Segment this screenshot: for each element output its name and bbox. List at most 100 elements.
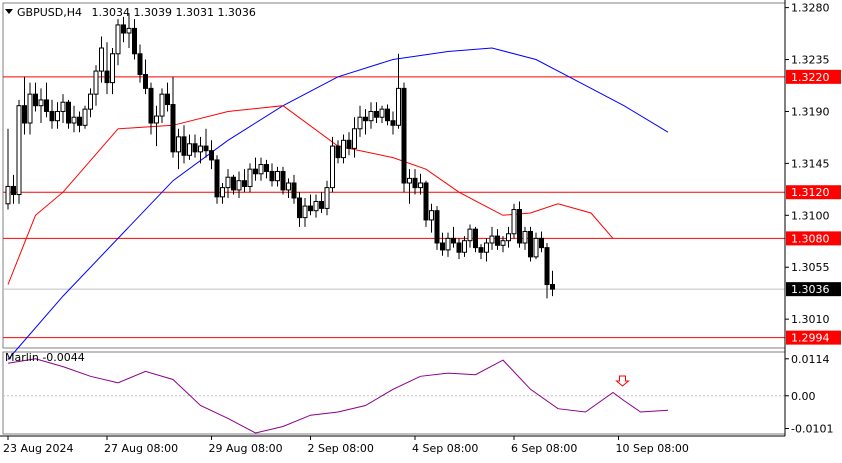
candle[interactable] — [412, 169, 418, 195]
candle[interactable] — [93, 65, 99, 106]
candle[interactable] — [258, 157, 264, 181]
candle[interactable] — [346, 132, 352, 156]
candle[interactable] — [297, 192, 302, 227]
candle[interactable] — [22, 76, 27, 135]
candle[interactable] — [209, 140, 214, 170]
candle[interactable] — [456, 238, 462, 260]
candle[interactable] — [121, 16, 126, 43]
candle[interactable] — [214, 155, 220, 204]
candle[interactable] — [484, 238, 489, 262]
candle[interactable] — [110, 48, 115, 95]
candle[interactable] — [423, 180, 429, 227]
candle[interactable] — [49, 99, 55, 129]
candle[interactable] — [170, 76, 176, 158]
candle[interactable] — [357, 105, 363, 137]
candle[interactable] — [440, 232, 445, 256]
candle[interactable] — [418, 173, 423, 195]
candle[interactable] — [203, 128, 209, 158]
candle[interactable] — [280, 166, 286, 195]
candle[interactable] — [11, 174, 16, 204]
candle[interactable] — [115, 19, 121, 66]
candle[interactable] — [308, 194, 313, 216]
candle[interactable] — [374, 102, 379, 123]
candle[interactable] — [187, 134, 192, 160]
candle[interactable] — [126, 13, 132, 48]
candle[interactable] — [341, 134, 346, 164]
collapse-triangle-icon[interactable] — [5, 9, 13, 14]
candle[interactable] — [550, 270, 555, 297]
candle[interactable] — [66, 99, 71, 129]
candle[interactable] — [38, 88, 44, 123]
candle[interactable] — [495, 229, 500, 250]
candle[interactable] — [473, 226, 478, 253]
candle[interactable] — [55, 102, 60, 129]
candle[interactable] — [445, 232, 451, 257]
candle[interactable] — [390, 111, 396, 135]
candle[interactable] — [478, 244, 484, 260]
candle[interactable] — [165, 82, 170, 112]
candle[interactable] — [44, 82, 49, 118]
candle[interactable] — [528, 226, 533, 262]
candle[interactable] — [302, 198, 308, 227]
candle[interactable] — [137, 44, 143, 83]
candle[interactable] — [181, 125, 187, 164]
candle[interactable] — [220, 183, 225, 204]
candle[interactable] — [104, 42, 110, 95]
candle[interactable] — [77, 111, 82, 133]
candle[interactable] — [5, 128, 11, 210]
candle[interactable] — [313, 194, 319, 218]
candle[interactable] — [385, 104, 390, 126]
candle[interactable] — [27, 82, 33, 135]
candle[interactable] — [286, 178, 291, 198]
candle[interactable] — [71, 105, 77, 133]
candle[interactable] — [533, 232, 539, 260]
candle[interactable] — [506, 226, 511, 248]
candle[interactable] — [511, 203, 517, 239]
candle[interactable] — [154, 105, 159, 147]
candle[interactable] — [379, 105, 385, 123]
candle[interactable] — [159, 88, 165, 123]
candle[interactable] — [236, 171, 242, 198]
candle[interactable] — [489, 226, 495, 250]
candle[interactable] — [143, 59, 148, 95]
candle[interactable] — [16, 99, 22, 204]
candle[interactable] — [247, 163, 253, 193]
candle[interactable] — [275, 166, 280, 187]
candle[interactable] — [434, 206, 440, 250]
candle[interactable] — [291, 174, 297, 204]
candle[interactable] — [82, 105, 88, 129]
candle[interactable] — [407, 169, 412, 204]
candle[interactable] — [319, 192, 324, 213]
candle[interactable] — [330, 136, 335, 193]
candle[interactable] — [368, 102, 374, 129]
candle[interactable] — [225, 169, 231, 198]
candle[interactable] — [539, 231, 544, 253]
candle[interactable] — [192, 134, 198, 158]
candle[interactable] — [176, 128, 181, 170]
candle[interactable] — [60, 94, 66, 123]
candle[interactable] — [242, 169, 247, 193]
candle[interactable] — [269, 163, 275, 187]
candle[interactable] — [148, 82, 154, 135]
candle[interactable] — [132, 19, 137, 60]
candle[interactable] — [522, 226, 528, 250]
candle[interactable] — [462, 236, 467, 257]
candle[interactable] — [335, 140, 341, 164]
candle[interactable] — [324, 180, 330, 216]
candle[interactable] — [253, 157, 258, 181]
candle[interactable] — [99, 36, 104, 83]
candle[interactable] — [231, 174, 236, 195]
candle[interactable] — [451, 226, 456, 248]
candle[interactable] — [544, 243, 550, 299]
candle[interactable] — [401, 82, 407, 193]
candle[interactable] — [500, 236, 506, 253]
candle[interactable] — [198, 136, 203, 164]
candle[interactable] — [264, 159, 269, 179]
candle[interactable] — [429, 203, 434, 233]
candle[interactable] — [352, 117, 357, 158]
candle[interactable] — [396, 53, 401, 129]
candle[interactable] — [517, 201, 522, 248]
candle[interactable] — [88, 88, 93, 118]
